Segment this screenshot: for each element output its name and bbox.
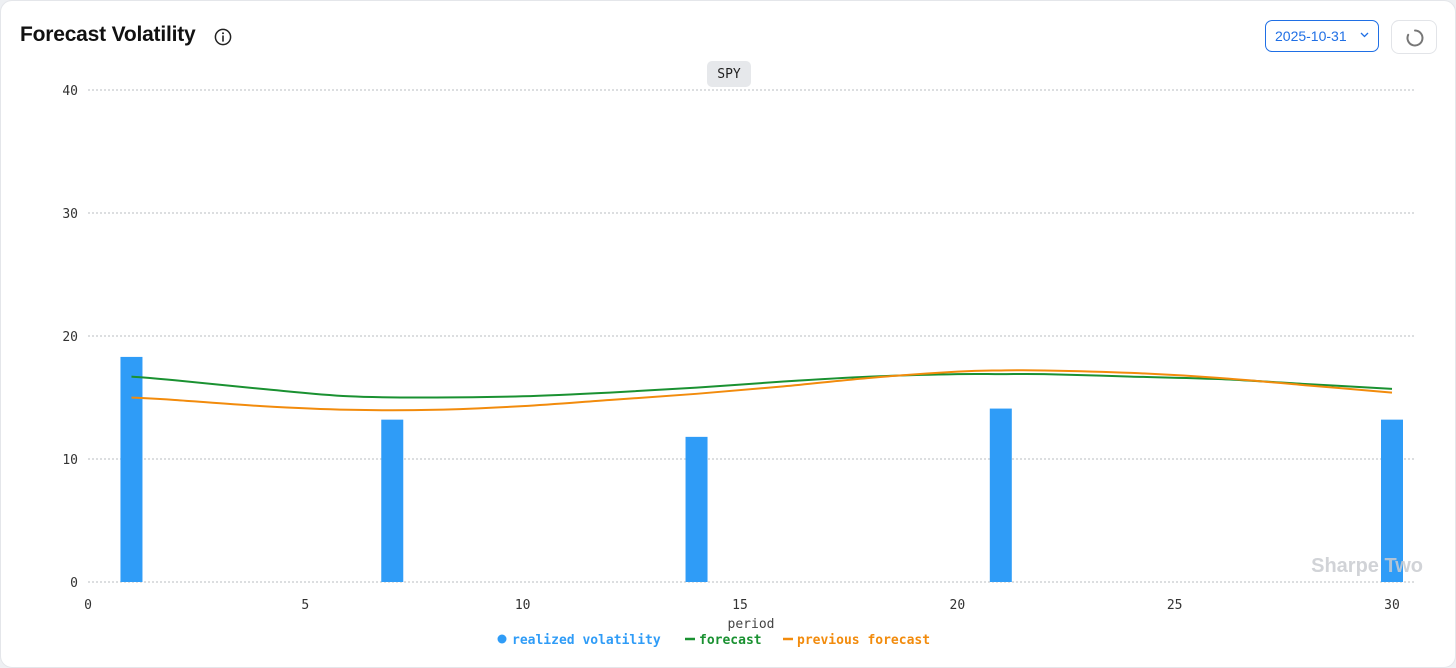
y-tick-label: 30 bbox=[62, 207, 78, 222]
refresh-button[interactable] bbox=[1391, 20, 1437, 54]
legend-marker bbox=[497, 634, 507, 644]
legend: realized volatility forecast previous fore… bbox=[497, 633, 930, 648]
legend-item-realized-volatility[interactable]: realized volatility bbox=[497, 633, 661, 648]
previous-forecast-line[interactable] bbox=[131, 369, 1393, 412]
chart-title-badge: SPY bbox=[707, 61, 751, 87]
legend-label: forecast bbox=[699, 633, 762, 648]
y-tick-label: 0 bbox=[70, 576, 78, 591]
tick-layer: 0 10 20 30 40 0 5 10 15 20 25 30 bbox=[62, 84, 1399, 613]
x-axis-label: period bbox=[728, 617, 775, 632]
legend-label: previous forecast bbox=[797, 633, 930, 648]
loading-spinner-icon bbox=[1406, 29, 1424, 47]
grid-layer bbox=[88, 89, 1415, 583]
page-title: Forecast Volatility bbox=[20, 23, 196, 46]
realized-volatility-bar[interactable] bbox=[989, 408, 1012, 582]
date-select-value: 2025-10-31 bbox=[1275, 28, 1347, 44]
date-select[interactable]: 2025-10-31 bbox=[1265, 20, 1379, 52]
legend-label: realized volatility bbox=[512, 633, 661, 648]
watermark: Sharpe Two bbox=[1311, 555, 1423, 577]
realized-volatility-bar[interactable] bbox=[120, 356, 143, 582]
x-tick-label: 10 bbox=[515, 598, 531, 613]
realized-volatility-bar[interactable] bbox=[685, 436, 708, 582]
x-tick-label: 30 bbox=[1384, 598, 1400, 613]
info-icon[interactable] bbox=[213, 27, 233, 47]
forecast-line[interactable] bbox=[131, 372, 1393, 399]
x-tick-label: 5 bbox=[301, 598, 309, 613]
x-tick-label: 15 bbox=[732, 598, 748, 613]
realized-volatility-bar[interactable] bbox=[1381, 419, 1403, 582]
realized-volatility-bar[interactable] bbox=[381, 419, 404, 582]
y-tick-label: 10 bbox=[62, 453, 78, 468]
legend-item-previous-forecast[interactable]: previous forecast bbox=[783, 633, 930, 648]
bar-layer bbox=[120, 356, 1403, 582]
line-layer bbox=[131, 369, 1393, 412]
x-tick-label: 25 bbox=[1167, 598, 1183, 613]
chevron-down-icon bbox=[1360, 32, 1369, 38]
y-tick-label: 20 bbox=[62, 330, 78, 345]
x-tick-label: 20 bbox=[950, 598, 966, 613]
y-tick-label: 40 bbox=[62, 84, 78, 99]
legend-item-forecast[interactable]: forecast bbox=[685, 633, 762, 648]
x-tick-label: 0 bbox=[84, 598, 92, 613]
